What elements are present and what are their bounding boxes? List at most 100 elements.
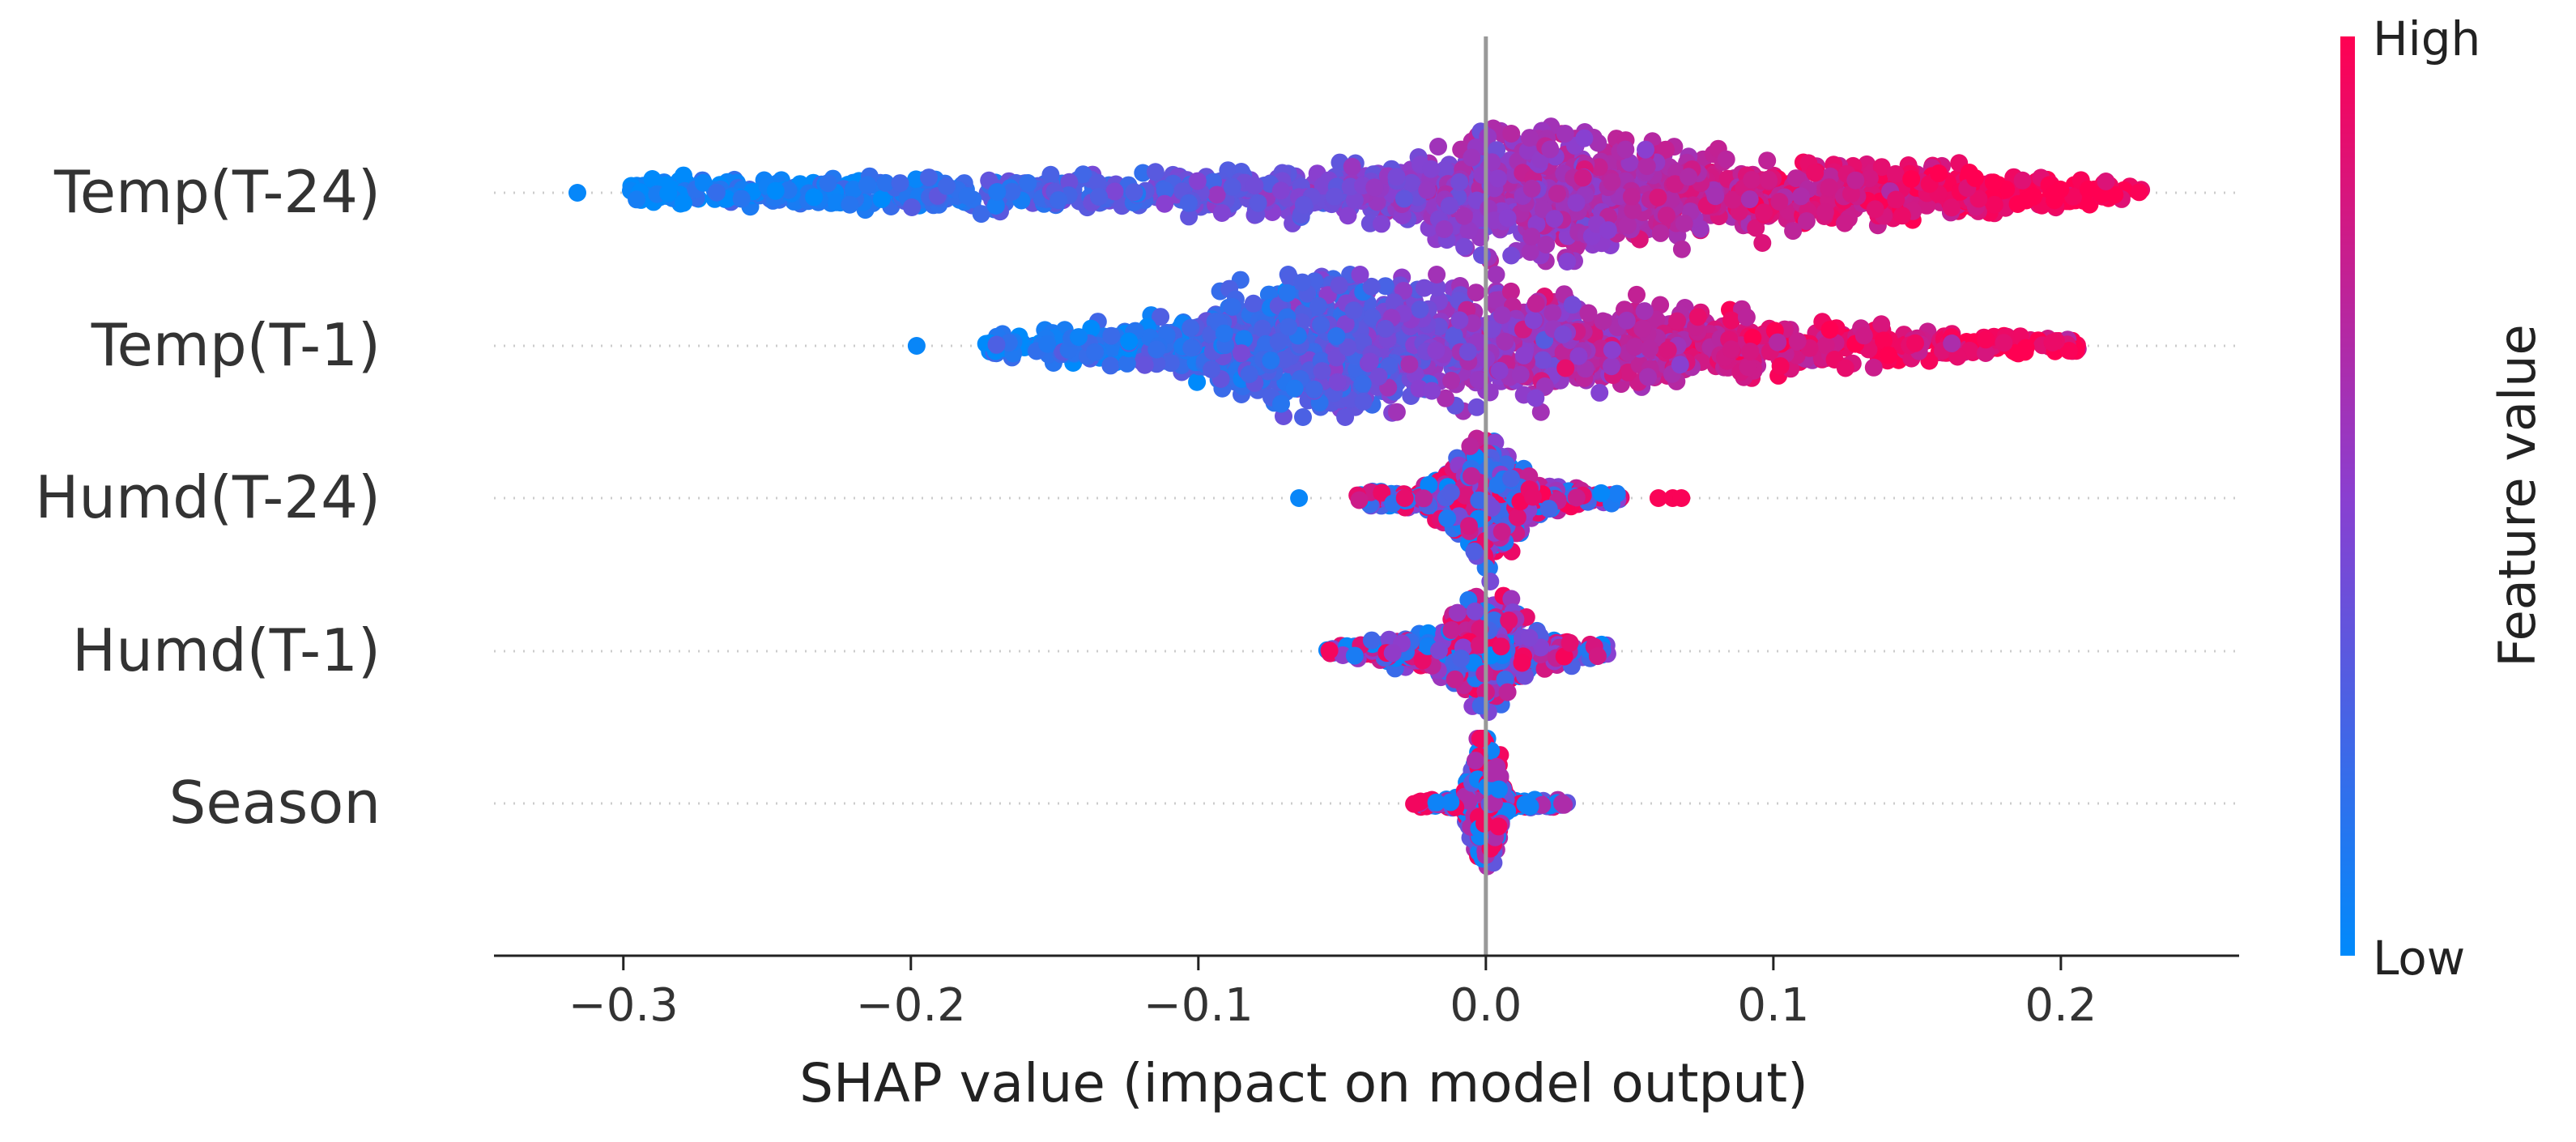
data-point (1250, 194, 1267, 212)
data-point (644, 170, 662, 188)
data-point (1628, 286, 1646, 304)
data-point (1496, 333, 1514, 351)
data-point (873, 190, 891, 208)
data-point (1603, 357, 1620, 375)
data-point (708, 184, 726, 202)
data-point (1599, 221, 1617, 239)
data-point (1147, 163, 1165, 181)
data-point (1428, 266, 1446, 283)
data-point (1772, 357, 1790, 375)
data-point (1618, 312, 1636, 330)
data-point (1106, 182, 1124, 200)
data-point (1463, 149, 1480, 167)
data-point (1019, 174, 1037, 192)
data-point (1561, 634, 1579, 652)
data-point (1977, 330, 1995, 348)
data-points (568, 117, 2150, 876)
data-point (1758, 151, 1776, 169)
data-point (1354, 375, 1372, 393)
data-point (1680, 168, 1697, 185)
data-point (1668, 313, 1686, 330)
data-point (1467, 603, 1484, 620)
data-point (1326, 188, 1343, 206)
data-point (1590, 384, 1608, 402)
data-point (1203, 360, 1220, 378)
data-point (1855, 326, 1873, 344)
data-point (1430, 641, 1448, 659)
data-point (1489, 169, 1507, 187)
data-point (1534, 352, 1552, 369)
data-point (1384, 644, 1402, 662)
data-point (1295, 196, 1313, 214)
data-point (1636, 302, 1654, 320)
data-point (1995, 334, 2013, 352)
data-point (1070, 328, 1088, 346)
data-point (1345, 301, 1363, 319)
data-point (1798, 212, 1816, 230)
data-point (1548, 185, 1566, 202)
data-point (1568, 194, 1586, 211)
data-point (1722, 312, 1740, 330)
data-point (1481, 384, 1499, 402)
data-point (1502, 125, 1520, 143)
data-point (1867, 200, 1884, 218)
data-point (1675, 215, 1693, 232)
data-point (1872, 315, 1890, 333)
data-point (2017, 192, 2035, 210)
data-point (1438, 509, 1456, 527)
data-point (733, 190, 751, 207)
data-point (1365, 178, 1383, 196)
data-point (1739, 358, 1757, 376)
data-point (1526, 390, 1544, 407)
data-point (1156, 195, 1173, 213)
data-point (1672, 489, 1690, 507)
data-point (1102, 327, 1120, 345)
data-point (1491, 362, 1509, 380)
data-point (1743, 171, 1761, 189)
data-point (1837, 360, 1854, 377)
data-point (1514, 654, 1531, 672)
data-point (1180, 194, 1198, 212)
data-point (1442, 484, 1460, 501)
data-point (1118, 355, 1136, 373)
data-point (1821, 321, 1839, 339)
data-point (1395, 190, 1413, 207)
data-point (841, 196, 858, 214)
data-point (1343, 158, 1361, 176)
data-point (1352, 266, 1369, 283)
data-point (1461, 437, 1479, 455)
data-point (1603, 341, 1621, 359)
data-point (1673, 241, 1691, 258)
data-point (2043, 334, 2061, 352)
data-point (1575, 130, 1593, 147)
data-point (1637, 141, 1654, 159)
data-point (1986, 196, 2003, 214)
data-point (1592, 484, 1610, 502)
data-point (1509, 509, 1526, 526)
data-point (1272, 395, 1290, 413)
data-point (1450, 311, 1468, 329)
data-point (2097, 173, 2115, 190)
data-point (1488, 266, 1505, 283)
data-point (2046, 191, 2063, 209)
data-point (1554, 326, 1572, 343)
data-point (1499, 684, 1517, 701)
data-point (988, 183, 1006, 201)
data-point (1930, 164, 1948, 182)
data-point (1245, 177, 1263, 194)
data-point (1806, 164, 1824, 182)
data-point (1208, 186, 1226, 204)
data-point (1603, 173, 1621, 191)
data-point (1416, 279, 1433, 297)
data-point (1816, 203, 1834, 221)
data-point (1422, 160, 1440, 178)
data-point (1136, 356, 1154, 374)
data-point (1370, 368, 1388, 386)
data-point (1463, 467, 1480, 485)
data-point (1446, 671, 1464, 688)
data-point (1556, 125, 1574, 143)
data-point (1468, 398, 1486, 416)
data-point (820, 174, 837, 192)
